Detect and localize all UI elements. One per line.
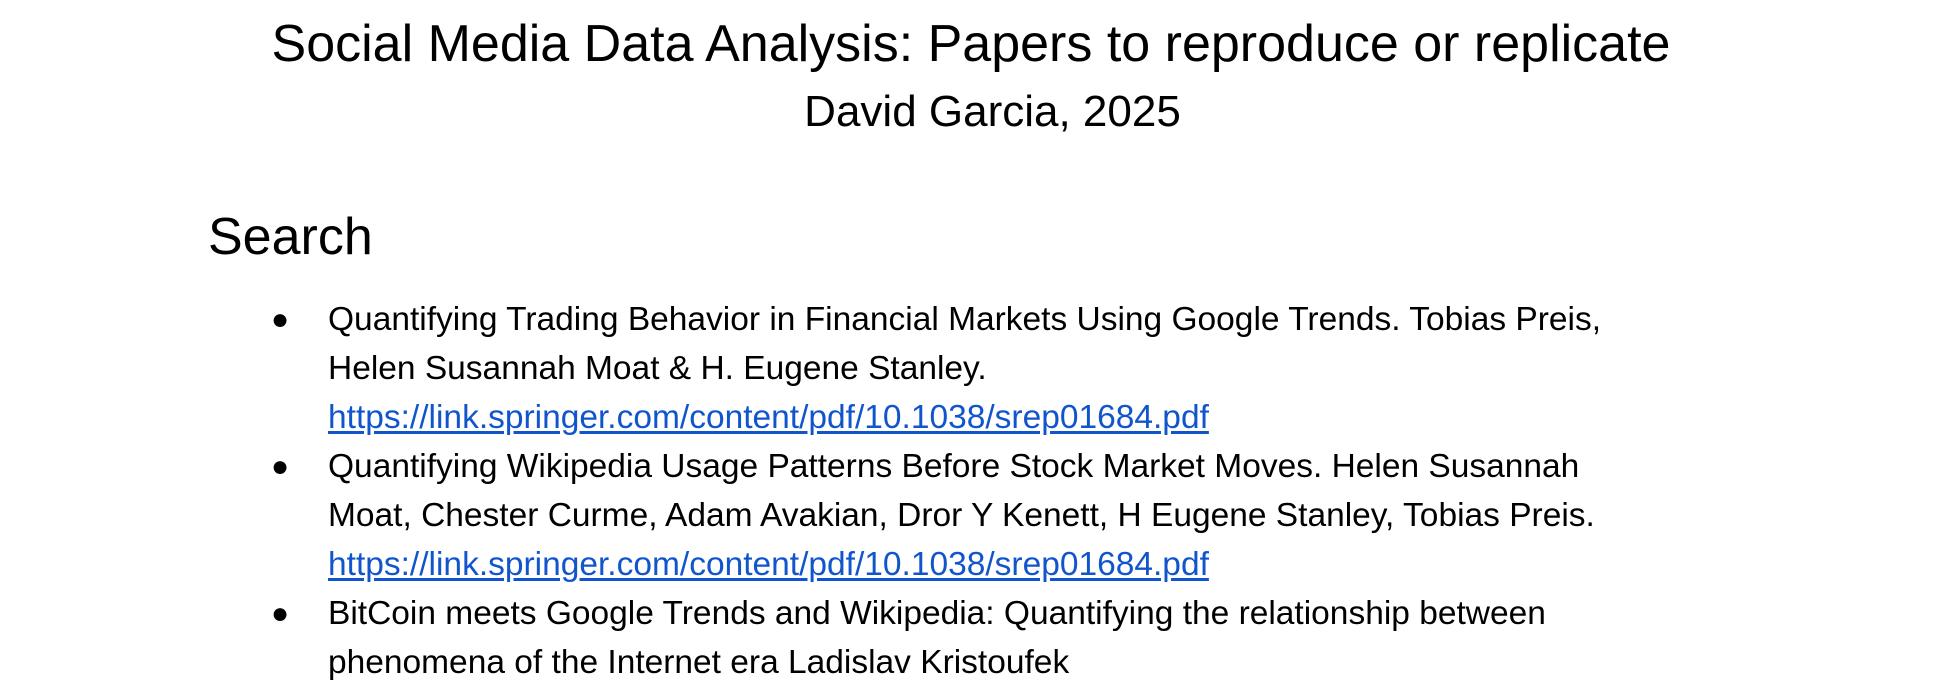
bullet-icon: ● (271, 450, 290, 483)
document-subtitle: David Garcia, 2025 (804, 87, 1181, 136)
paper-citation-line: Quantifying Wikipedia Usage Patterns Bef… (328, 448, 1580, 485)
paper-link[interactable]: https://link.springer.com/content/pdf/10… (328, 546, 1209, 583)
paper-list: ● Quantifying Trading Behavior in Financ… (268, 295, 1918, 687)
document-title: Social Media Data Analysis: Papers to re… (271, 15, 1671, 73)
paper-list-item: ● Quantifying Trading Behavior in Financ… (268, 295, 1918, 442)
bullet-icon: ● (271, 597, 290, 630)
section-heading-search: Search (208, 208, 373, 266)
paper-citation-line: phenomena of the Internet era Ladislav K… (328, 644, 1070, 681)
paper-citation-line: Moat, Chester Curme, Adam Avakian, Dror … (328, 497, 1595, 534)
paper-citation-line: Helen Susannah Moat & H. Eugene Stanley. (328, 350, 987, 387)
paper-list-item: ● Quantifying Wikipedia Usage Patterns B… (268, 442, 1918, 589)
paper-list-item: ● BitCoin meets Google Trends and Wikipe… (268, 589, 1918, 687)
paper-citation-line: BitCoin meets Google Trends and Wikipedi… (328, 595, 1546, 632)
paper-citation-line: Quantifying Trading Behavior in Financia… (328, 301, 1602, 338)
bullet-icon: ● (271, 303, 290, 336)
paper-link[interactable]: https://link.springer.com/content/pdf/10… (328, 399, 1209, 436)
